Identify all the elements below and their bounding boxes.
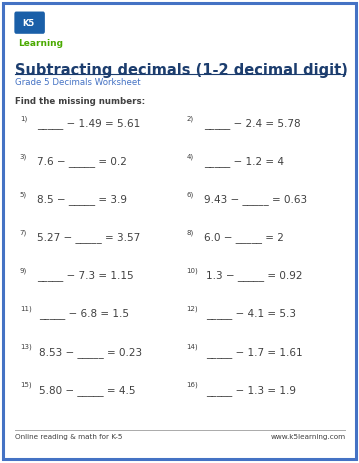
Text: 8): 8)	[187, 229, 194, 236]
Text: 9): 9)	[20, 267, 27, 274]
Text: 7.6 − _____ = 0.2: 7.6 − _____ = 0.2	[37, 156, 127, 167]
FancyBboxPatch shape	[3, 4, 356, 459]
Text: _____ − 1.49 = 5.61: _____ − 1.49 = 5.61	[37, 118, 140, 129]
Text: 1): 1)	[20, 115, 27, 122]
Text: _____ − 1.3 = 1.9: _____ − 1.3 = 1.9	[206, 384, 297, 395]
Text: 3): 3)	[20, 153, 27, 160]
Text: 9.43 − _____ = 0.63: 9.43 − _____ = 0.63	[204, 194, 307, 205]
Text: 2): 2)	[187, 115, 194, 122]
Text: K5: K5	[23, 19, 35, 28]
Text: 12): 12)	[187, 305, 198, 312]
Text: Learning: Learning	[18, 38, 63, 48]
Text: 6): 6)	[187, 191, 194, 198]
Text: 5.27 − _____ = 3.57: 5.27 − _____ = 3.57	[37, 232, 140, 243]
Text: Grade 5 Decimals Worksheet: Grade 5 Decimals Worksheet	[15, 78, 141, 87]
Text: 13): 13)	[20, 343, 32, 350]
Text: 10): 10)	[187, 267, 199, 274]
Text: 5): 5)	[20, 191, 27, 198]
Text: 14): 14)	[187, 343, 198, 350]
Text: Online reading & math for K-5: Online reading & math for K-5	[15, 433, 122, 439]
Text: 16): 16)	[187, 381, 199, 388]
Text: _____ − 6.8 = 1.5: _____ − 6.8 = 1.5	[39, 308, 130, 319]
Text: _____ − 1.2 = 4: _____ − 1.2 = 4	[204, 156, 284, 167]
Text: www.k5learning.com: www.k5learning.com	[270, 433, 345, 439]
Text: 8.5 − _____ = 3.9: 8.5 − _____ = 3.9	[37, 194, 127, 205]
Text: Subtracting decimals (1-2 decimal digit): Subtracting decimals (1-2 decimal digit)	[15, 63, 348, 77]
Text: 8.53 − _____ = 0.23: 8.53 − _____ = 0.23	[39, 346, 143, 357]
Text: _____ − 2.4 = 5.78: _____ − 2.4 = 5.78	[204, 118, 300, 129]
Text: _____ − 7.3 = 1.15: _____ − 7.3 = 1.15	[37, 270, 134, 281]
Text: 5.80 − _____ = 4.5: 5.80 − _____ = 4.5	[39, 384, 136, 395]
Text: 4): 4)	[187, 153, 194, 160]
Text: 1.3 − _____ = 0.92: 1.3 − _____ = 0.92	[206, 270, 303, 281]
Text: _____ − 1.7 = 1.61: _____ − 1.7 = 1.61	[206, 346, 303, 357]
Text: 7): 7)	[20, 229, 27, 236]
Text: _____ − 4.1 = 5.3: _____ − 4.1 = 5.3	[206, 308, 297, 319]
Text: 11): 11)	[20, 305, 32, 312]
FancyBboxPatch shape	[14, 13, 45, 35]
Text: 6.0 − _____ = 2: 6.0 − _____ = 2	[204, 232, 284, 243]
Text: Find the missing numbers:: Find the missing numbers:	[15, 96, 145, 105]
Text: 15): 15)	[20, 381, 31, 388]
